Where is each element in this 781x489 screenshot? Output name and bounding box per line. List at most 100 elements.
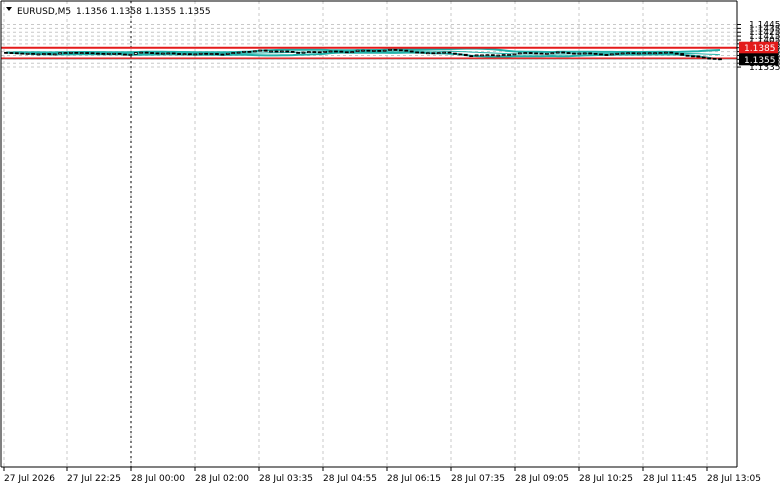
candle-body	[160, 52, 165, 55]
price-levels[interactable]	[1, 46, 737, 60]
candle-body	[328, 50, 333, 53]
candle-body	[593, 52, 598, 55]
candle	[334, 50, 338, 53]
candle	[642, 52, 647, 55]
candle	[701, 56, 706, 59]
candle	[609, 53, 614, 56]
candle	[69, 51, 73, 54]
candle-body	[712, 57, 717, 60]
level-badge-label: 1.1385	[744, 44, 776, 54]
candle-body	[307, 51, 311, 53]
candle	[285, 50, 290, 53]
candle	[626, 52, 630, 55]
candle-body	[442, 51, 447, 54]
candle	[263, 49, 268, 52]
candle-body	[225, 52, 230, 55]
candle-body	[69, 51, 73, 54]
candle-body	[220, 53, 225, 56]
candle-body	[528, 52, 533, 54]
candle-body	[420, 51, 425, 54]
candle-body	[463, 53, 468, 57]
candle	[382, 49, 387, 52]
candle-body	[474, 54, 479, 57]
candle	[160, 52, 165, 55]
x-tick-label: 28 Jul 10:25	[579, 474, 633, 484]
candle	[307, 51, 311, 53]
candle	[653, 52, 657, 55]
candle	[242, 50, 246, 53]
candle-body	[344, 51, 349, 54]
candle-body	[485, 54, 490, 57]
candle	[209, 53, 214, 55]
candle	[404, 49, 409, 52]
triangle-down-icon[interactable]	[6, 7, 12, 11]
candle	[361, 49, 365, 52]
candle	[366, 49, 371, 52]
candle	[339, 50, 344, 53]
current-price-badge-bg	[739, 53, 778, 66]
candle-body	[658, 52, 663, 54]
candle-body	[317, 51, 322, 54]
candle	[204, 52, 209, 55]
candle	[539, 52, 544, 55]
candle	[631, 52, 636, 55]
x-tick-label: 27 Jul 22:25	[67, 474, 121, 484]
candle-body	[258, 49, 263, 52]
candle	[144, 51, 149, 54]
candle-body	[636, 52, 641, 55]
candle	[480, 54, 484, 57]
candle	[139, 51, 144, 54]
candle-body	[4, 51, 8, 54]
candle-body	[588, 52, 593, 55]
candle-body	[718, 58, 722, 61]
candle	[41, 53, 46, 55]
candles	[4, 49, 722, 61]
candle	[463, 53, 468, 57]
candle-body	[139, 51, 144, 54]
candle	[225, 52, 230, 55]
candle-body	[47, 53, 52, 55]
candle-body	[334, 50, 338, 53]
candle	[658, 52, 663, 54]
candle-body	[312, 51, 317, 53]
candle-body	[599, 53, 603, 56]
candle-body	[653, 52, 657, 55]
candle-body	[58, 52, 62, 55]
x-tick-label: 28 Jul 13:05	[707, 474, 761, 484]
candle-body	[9, 52, 14, 54]
candle	[117, 52, 122, 55]
candle-body	[431, 52, 436, 55]
candle-body	[696, 55, 701, 58]
candle	[150, 52, 154, 54]
candle	[279, 50, 284, 53]
candle	[712, 57, 717, 60]
candle-body	[534, 52, 538, 55]
candle	[215, 53, 219, 55]
x-tick-label: 28 Jul 02:00	[195, 474, 249, 484]
candle-body	[685, 54, 690, 57]
x-tick-label: 28 Jul 09:05	[515, 474, 569, 484]
y-tick-label: 1.1415	[749, 32, 781, 42]
candle	[447, 51, 452, 54]
candle-body	[469, 55, 474, 58]
candle-body	[447, 51, 452, 54]
candle	[680, 53, 685, 56]
candle-body	[415, 51, 419, 54]
candle	[593, 52, 598, 55]
ohlc-readout: 1.1356 1.1358 1.1355 1.1355	[76, 7, 211, 17]
candle-body	[561, 51, 566, 54]
candle	[496, 54, 501, 57]
candle	[550, 52, 555, 55]
candle-body	[85, 52, 90, 54]
candle-body	[615, 52, 620, 55]
candle-body	[355, 49, 360, 52]
candle	[517, 52, 522, 55]
candle-body	[680, 53, 685, 56]
x-tick-label: 28 Jul 11:45	[643, 474, 697, 484]
candle	[528, 52, 533, 54]
candle	[4, 51, 8, 54]
candle-body	[604, 54, 609, 56]
candle	[647, 52, 652, 55]
candle	[236, 51, 241, 54]
